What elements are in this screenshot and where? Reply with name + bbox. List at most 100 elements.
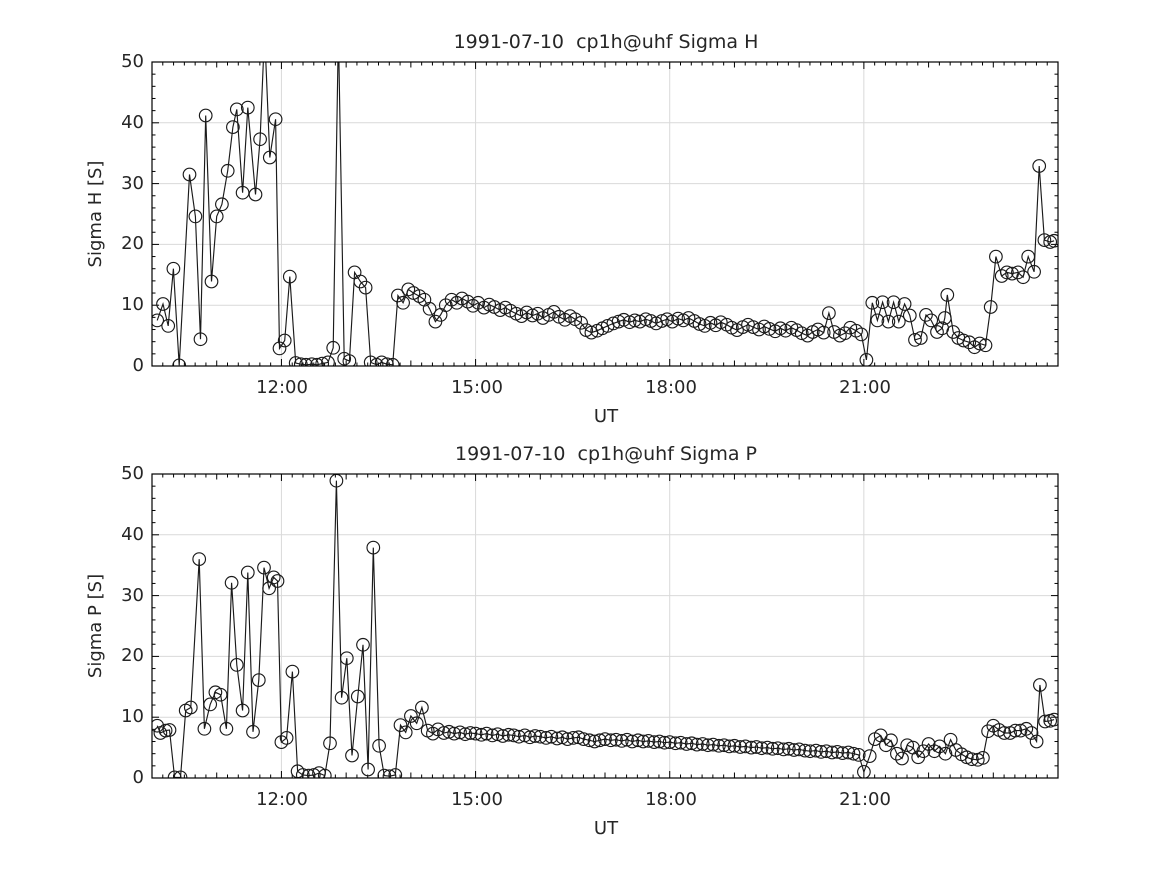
data-point-marker — [792, 742, 806, 757]
data-point-marker — [544, 729, 559, 744]
x-axis-label-top: UT — [593, 406, 619, 427]
data-point-marker — [851, 748, 866, 762]
data-point-marker — [415, 700, 429, 715]
data-point-marker — [220, 163, 235, 178]
data-point-marker — [363, 355, 378, 366]
data-point-marker — [616, 312, 631, 327]
plot-border — [151, 61, 1059, 367]
data-point-marker — [924, 313, 939, 328]
data-point-marker — [881, 314, 896, 329]
data-point-marker — [485, 728, 500, 743]
data-point-marker — [902, 308, 917, 323]
data-point-marker — [1047, 712, 1058, 727]
data-point-marker — [647, 735, 662, 749]
data-point-marker — [301, 768, 316, 778]
data-point-marker — [841, 745, 856, 760]
data-point-marker — [762, 322, 777, 336]
data-point-marker — [636, 734, 651, 749]
data-point-marker — [749, 740, 764, 754]
data-point-marker — [326, 340, 341, 355]
data-point-marker — [156, 297, 170, 311]
data-point-marker — [203, 697, 218, 712]
data-point-marker — [442, 724, 456, 739]
data-point-marker — [798, 743, 812, 758]
data-point-marker — [380, 357, 394, 366]
data-point-marker — [422, 301, 437, 316]
data-point-marker — [900, 738, 915, 753]
data-point-marker — [652, 734, 667, 749]
data-point-marker — [166, 261, 181, 276]
data-point-marker — [372, 738, 386, 753]
data-point-marker — [633, 314, 647, 329]
data-point-marker — [240, 100, 255, 115]
y-tick-label: 0 — [132, 767, 144, 788]
data-point-marker — [1024, 726, 1039, 740]
data-point-marker — [838, 326, 852, 341]
data-point-marker — [875, 295, 890, 310]
data-point-marker — [453, 725, 467, 740]
data-series — [152, 62, 1058, 366]
x-tick-label: 12:00 — [256, 377, 308, 398]
data-point-marker — [560, 732, 575, 746]
y-tick-label: 30 — [121, 585, 144, 606]
data-point-marker — [555, 730, 570, 745]
data-point-marker — [927, 744, 942, 759]
data-point-marker — [293, 357, 308, 366]
data-point-marker — [816, 325, 831, 340]
data-point-marker — [358, 280, 373, 295]
data-point-marker — [865, 295, 880, 310]
data-point-marker — [530, 306, 545, 321]
data-point-marker — [224, 575, 239, 590]
data-point-marker — [787, 743, 801, 757]
data-point-marker — [978, 338, 993, 353]
gridlines — [152, 62, 1058, 366]
y-axis-label-sigma-h: Sigma H [S] — [85, 160, 106, 268]
chart-title-sigma-h: 1991-07-10 cp1h@uhf Sigma H — [453, 31, 759, 53]
data-point-marker — [976, 751, 990, 765]
data-point-marker — [547, 305, 561, 319]
data-point-marker — [356, 637, 370, 652]
data-point-marker — [582, 733, 597, 748]
data-point-marker — [209, 209, 224, 224]
data-point-marker — [641, 734, 656, 748]
data-point-marker — [158, 723, 173, 738]
data-point-marker — [825, 745, 839, 760]
data-point-marker — [350, 689, 365, 704]
data-point-marker — [956, 333, 971, 348]
data-point-marker — [981, 724, 995, 739]
data-point-marker — [614, 734, 629, 748]
y-tick-label: 50 — [121, 51, 144, 72]
data-point-marker — [713, 315, 728, 330]
y-tick-label: 10 — [121, 294, 144, 315]
data-point-marker — [463, 726, 478, 740]
data-point-marker — [539, 731, 553, 745]
data-point-marker — [468, 726, 483, 741]
data-point-marker — [374, 355, 389, 366]
series-markers — [152, 474, 1058, 778]
data-point-marker — [576, 732, 591, 746]
data-point-marker — [1021, 249, 1036, 264]
data-point-marker — [285, 664, 300, 679]
data-point-marker — [754, 741, 769, 756]
data-point-marker — [587, 734, 602, 749]
data-point-marker — [890, 746, 904, 761]
data-point-marker — [671, 311, 685, 326]
x-tick-label: 18:00 — [645, 377, 697, 398]
data-point-marker — [152, 313, 165, 328]
y-tick-label: 20 — [121, 645, 144, 666]
data-point-marker — [765, 741, 780, 756]
x-tick-label: 15:00 — [451, 377, 503, 398]
data-point-marker — [940, 288, 955, 302]
data-point-marker — [277, 333, 292, 348]
chart-0 — [151, 61, 1059, 367]
data-point-marker — [989, 249, 1003, 264]
data-point-marker — [495, 729, 510, 743]
data-point-marker — [1000, 265, 1014, 280]
data-point-marker — [183, 700, 198, 715]
data-point-marker — [304, 357, 319, 366]
data-point-marker — [226, 120, 240, 134]
data-point-marker — [574, 315, 588, 330]
data-point-marker — [781, 741, 796, 756]
data-point-marker — [913, 331, 928, 345]
data-point-marker — [1032, 159, 1047, 173]
